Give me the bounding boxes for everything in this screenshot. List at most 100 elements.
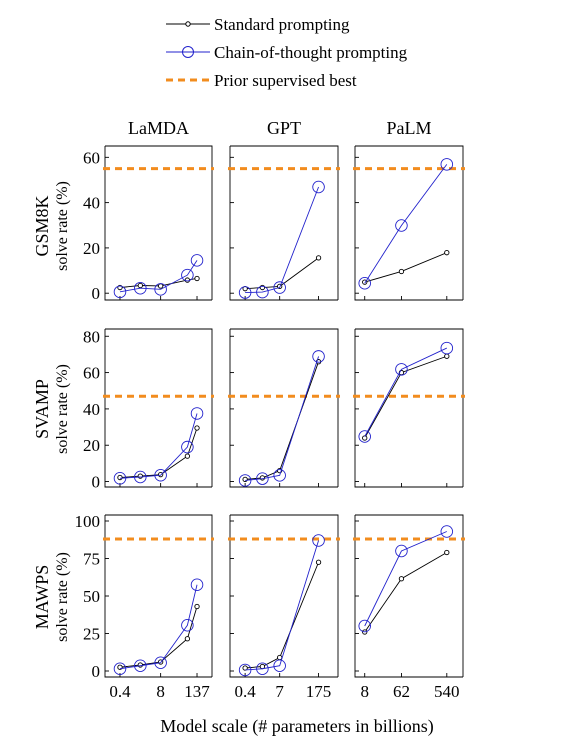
series-standard-point [398,268,405,275]
series-standard-point [194,603,200,610]
series-cot-point [440,525,454,538]
y-tick-label: 0 [92,473,101,492]
series-standard-line [364,552,448,633]
series-cot-point [256,662,269,676]
series-cot-line [364,531,447,627]
y-tick-label: 50 [83,587,100,606]
series-cot-line [119,584,198,670]
column-title-lamda: LaMDA [128,118,189,138]
row-label-svamp: SVAMP solve rate (%) [32,364,71,454]
column-title-gpt: GPT [267,118,301,138]
panel-axes [104,146,212,301]
y-tick-label: 75 [83,550,100,569]
series-standard-point [277,654,283,661]
y-tick-label: 0 [92,284,101,303]
row-dataset-label: SVAMP [32,379,52,439]
series-standard-point [137,473,143,479]
x-tick-label: 175 [306,682,332,701]
series-cot-point [134,659,147,673]
legend-marker-cot [182,46,194,58]
series-cot-point [154,468,167,482]
panel-frame [355,514,464,677]
panel-axes [104,329,212,488]
legend: Standard prompting Chain-of-thought promp… [166,15,408,90]
y-tick-label: 20 [83,436,100,455]
panel-frame [105,328,213,487]
row-label-mawps: MAWPS solve rate (%) [32,552,71,642]
series-cot-point [256,285,269,299]
series-cot-point [181,268,194,282]
y-tick-label: 20 [83,239,100,258]
x-tick-label: 0.4 [234,682,256,701]
row-label-gsm8k: GSM8K solve rate (%) [32,181,71,271]
series-cot-point [113,472,127,485]
panel-frame [230,514,339,677]
series-cot-point [181,619,194,632]
y-tick-label: 60 [83,364,100,383]
series-cot-point [358,276,371,290]
series-standard-line [119,606,198,668]
series-standard-point [137,282,143,289]
series-cot-point [154,283,167,296]
series-cot-point [190,254,204,267]
series-cot-point [134,281,147,295]
y-tick-label: 0 [92,662,101,681]
series-standard-point [315,255,322,261]
series-standard-point [184,636,191,642]
series-standard-point [117,474,123,481]
series-cot-point [238,286,252,299]
series-standard-line [364,252,447,283]
legend-label: Standard prompting [214,15,350,34]
y-tick-label: 100 [75,512,101,531]
x-tick-label: 540 [434,682,460,701]
y-tick-label: 80 [83,327,100,346]
series-standard-point [444,549,450,556]
y-tick-label: 60 [83,148,100,167]
series-standard-point [444,353,450,359]
x-tick-label: 8 [360,682,369,701]
series-standard-point [242,476,248,483]
x-tick-label: 137 [184,682,210,701]
series-cot-line [119,413,198,479]
panel-svamp-lamda: 0 20 40 60 80 [83,327,214,492]
series-standard-line [245,361,319,480]
series-cot-line [364,164,448,284]
panel-svamp-gpt [228,328,340,488]
panel-frame [230,328,339,487]
series-cot-point [312,180,325,194]
legend-marker-standard [185,21,191,27]
column-title-palm: PaLM [387,118,432,138]
y-axis-label: solve rate (%) [54,181,71,271]
series-cot-point [238,474,252,487]
series-cot-point [358,430,371,443]
series-standard-line [245,257,319,290]
series-cot-point [181,440,194,454]
series-cot-point [113,662,127,676]
panel-svamp-palm [353,328,465,488]
series-cot-point [440,158,454,171]
series-cot-point [273,659,286,673]
series-cot-line [245,540,319,671]
x-axis-label: Model scale (# parameters in billions) [160,716,433,737]
series-standard-point [242,665,248,671]
panel-axes [354,515,463,678]
series-cot-point [273,469,286,482]
panel-gsm8k-palm [353,145,465,301]
series-cot-point [190,578,204,592]
panel-gsm8k-lamda: 0 20 40 60 [83,145,214,303]
series-cot-point [238,663,252,677]
row-dataset-label: MAWPS [32,565,52,630]
panel-frame [355,328,464,487]
legend-label: Prior supervised best [214,71,357,90]
series-cot-line [245,356,319,481]
series-standard-point [184,277,191,283]
panel-gsm8k-gpt [228,145,340,301]
x-tick-label: 7 [275,682,284,701]
y-tick-label: 25 [83,625,100,644]
x-tick-label: 8 [156,682,165,701]
x-tick-labels: 0.4 8 137 0.4 7 175 8 62 540 [109,682,459,701]
row-dataset-label: GSM8K [32,195,52,256]
legend-label: Chain-of-thought prompting [214,43,408,62]
series-standard-point [194,275,200,282]
